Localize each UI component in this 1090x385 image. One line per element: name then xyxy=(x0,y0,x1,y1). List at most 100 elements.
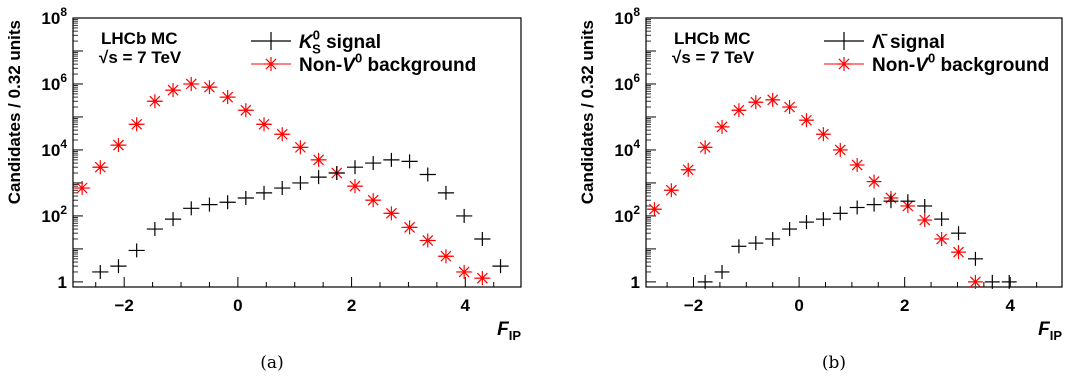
x-tick-label: 0 xyxy=(794,296,803,315)
data-point xyxy=(492,259,509,274)
data-point xyxy=(1001,274,1017,289)
data-point xyxy=(883,194,899,209)
series-signal xyxy=(92,152,509,279)
data-point xyxy=(146,222,163,237)
panel-caption: (a) xyxy=(260,353,283,373)
data-point xyxy=(782,100,798,115)
y-tick-label: 108 xyxy=(41,5,67,28)
data-point xyxy=(274,181,291,196)
data-point xyxy=(183,76,200,91)
data-point xyxy=(201,197,218,212)
legend-label: Non-V0 background xyxy=(872,50,1049,76)
data-point xyxy=(731,103,747,118)
data-point xyxy=(849,200,865,215)
data-point xyxy=(456,264,473,279)
data-point xyxy=(255,185,273,200)
data-point xyxy=(815,212,831,227)
data-point xyxy=(92,264,109,279)
data-point xyxy=(951,226,966,241)
data-point xyxy=(346,179,364,194)
data-point xyxy=(680,162,696,177)
x-tick-label: 0 xyxy=(233,296,242,315)
data-point xyxy=(219,195,236,210)
data-point xyxy=(437,185,455,200)
plot-frame xyxy=(645,17,1063,288)
annotation-energy: √s = 7 TeV xyxy=(672,48,755,67)
y-tick-label: 108 xyxy=(614,5,640,28)
legend-label: Λ̄ signal xyxy=(872,32,945,53)
legend-marker xyxy=(837,57,851,71)
data-point xyxy=(765,92,781,107)
data-point xyxy=(292,175,309,190)
data-point xyxy=(383,152,400,167)
data-point xyxy=(799,215,814,230)
data-point xyxy=(383,206,400,221)
legend-label: Non-V0 background xyxy=(299,50,476,76)
data-point xyxy=(647,202,662,217)
x-axis-title: FIP xyxy=(1038,319,1062,343)
annotation-energy: √s = 7 TeV xyxy=(99,48,182,67)
x-tick-label: −2 xyxy=(114,296,133,315)
data-point xyxy=(92,160,109,175)
data-point xyxy=(201,80,218,95)
data-point xyxy=(146,94,163,109)
data-point xyxy=(934,231,950,246)
data-point xyxy=(237,103,254,118)
data-point xyxy=(663,183,679,198)
plot-frame xyxy=(72,17,522,288)
x-tick-label: 2 xyxy=(347,296,356,315)
data-point xyxy=(164,212,182,227)
series-signal xyxy=(697,194,1017,289)
data-point xyxy=(917,198,933,213)
data-point xyxy=(110,138,127,153)
data-point xyxy=(765,231,781,246)
legend-marker xyxy=(264,57,278,71)
data-point xyxy=(419,167,436,182)
data-point xyxy=(832,142,848,157)
data-point xyxy=(128,243,145,258)
data-point xyxy=(866,174,882,189)
data-point xyxy=(183,201,200,216)
data-point xyxy=(866,197,882,212)
data-point xyxy=(437,249,455,264)
data-point xyxy=(237,190,254,205)
data-point xyxy=(292,140,309,155)
data-point xyxy=(731,239,747,254)
data-point xyxy=(310,152,327,167)
legend-entry-background: Non-V0 background xyxy=(251,50,476,76)
y-tick-label: 104 xyxy=(41,137,67,160)
panel-caption: (b) xyxy=(822,353,846,373)
data-point xyxy=(697,140,713,155)
data-point xyxy=(274,127,291,142)
data-point xyxy=(917,213,933,228)
data-point xyxy=(815,127,831,142)
data-point xyxy=(748,95,764,110)
y-tick-label: 104 xyxy=(614,137,640,160)
y-tick-label: 106 xyxy=(614,71,640,94)
data-point xyxy=(365,156,382,171)
y-tick-label: 102 xyxy=(614,203,640,226)
data-point xyxy=(456,208,473,223)
y-axis-title: Candidates / 0.32 units xyxy=(5,20,24,204)
x-tick-label: −2 xyxy=(684,296,703,315)
data-point xyxy=(164,83,182,98)
data-point xyxy=(74,181,91,196)
data-point xyxy=(714,119,730,134)
data-point xyxy=(967,251,983,266)
data-point xyxy=(799,113,814,128)
annotation-experiment: LHCb MC xyxy=(101,29,177,48)
data-point xyxy=(832,206,848,221)
data-point xyxy=(110,259,127,274)
data-point xyxy=(697,274,713,289)
legend-label: K0 S signal xyxy=(299,27,381,56)
data-point xyxy=(474,271,491,286)
chart-panel-b: −2 0 2 4 1 102 104 106 108 FIP Candidates / 0.32 u… xyxy=(578,5,1063,373)
x-tick-label: 4 xyxy=(461,296,471,315)
legend-entry-signal: Λ̄ signal xyxy=(824,32,945,53)
data-point xyxy=(748,236,764,251)
data-point xyxy=(401,220,418,235)
x-axis-title: FIP xyxy=(497,319,521,343)
y-tick-label: 1 xyxy=(631,273,640,292)
y-tick-label: 106 xyxy=(41,71,67,94)
